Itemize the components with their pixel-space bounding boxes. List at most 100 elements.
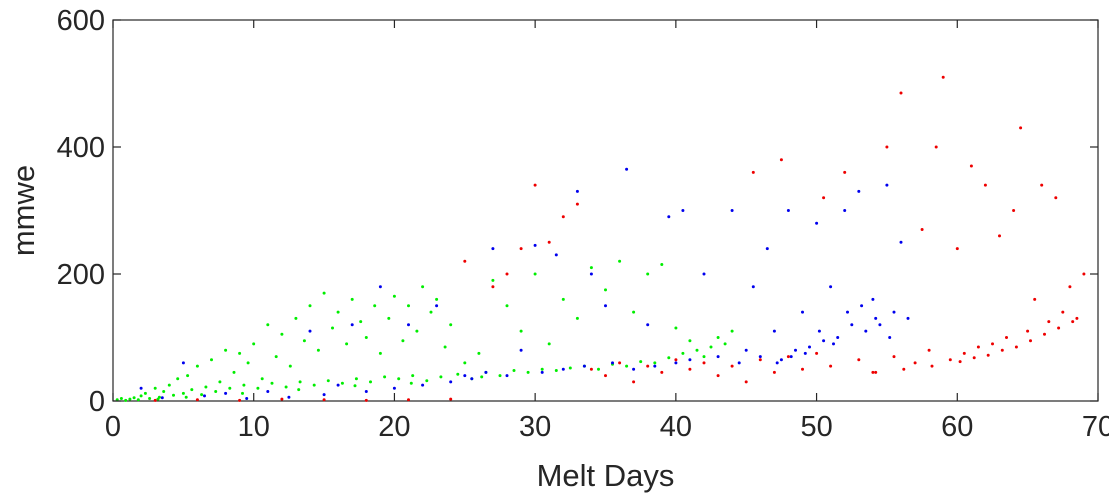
data-point-series-1 — [484, 370, 488, 374]
data-point-series-0 — [505, 304, 509, 308]
data-point-series-0 — [373, 304, 377, 308]
data-point-series-1 — [878, 323, 882, 327]
data-point-series-1 — [139, 386, 143, 390]
x-tick-label: 20 — [378, 411, 410, 443]
data-point-series-0 — [632, 310, 636, 314]
data-point-series-1 — [160, 396, 164, 400]
data-point-series-0 — [336, 310, 340, 314]
data-point-series-1 — [491, 247, 495, 251]
data-point-series-1 — [871, 297, 875, 301]
data-point-series-2 — [801, 367, 804, 371]
data-point-series-1 — [322, 393, 326, 397]
data-point-series-0 — [401, 339, 405, 343]
x-tick-label: 60 — [941, 411, 973, 443]
data-point-series-2 — [364, 398, 368, 402]
data-point-series-1 — [554, 253, 558, 257]
data-point-series-0 — [312, 383, 316, 387]
data-point-series-0 — [238, 351, 242, 355]
x-axis-title: Melt Days — [537, 458, 675, 493]
x-tick-label: 70 — [1082, 411, 1109, 443]
data-point-series-0 — [392, 294, 396, 298]
data-point-series-0 — [653, 361, 657, 365]
data-point-series-1 — [632, 367, 636, 371]
x-tick-label: 40 — [660, 411, 692, 443]
data-point-series-1 — [224, 391, 228, 395]
data-point-series-2 — [1005, 336, 1008, 339]
data-point-series-0 — [407, 304, 410, 308]
data-point-series-1 — [575, 189, 579, 193]
data-point-series-2 — [491, 285, 495, 289]
data-point-series-0 — [575, 316, 579, 320]
data-point-series-1 — [803, 351, 807, 355]
data-point-series-2 — [561, 215, 565, 219]
data-point-series-2 — [604, 374, 607, 378]
data-point-series-1 — [815, 221, 819, 225]
data-point-series-1 — [449, 380, 453, 384]
data-point-series-0 — [210, 358, 213, 362]
data-point-series-0 — [639, 360, 643, 364]
data-point-series-2 — [758, 358, 762, 362]
data-point-series-2 — [195, 398, 199, 402]
y-axis-title: mmwe — [6, 165, 41, 256]
data-point-series-1 — [892, 310, 896, 314]
data-point-series-0 — [561, 297, 565, 301]
data-point-series-0 — [218, 380, 222, 384]
data-point-series-1 — [850, 323, 854, 327]
data-point-series-0 — [195, 364, 199, 368]
x-tick-label: 50 — [800, 411, 832, 443]
data-point-series-2 — [1075, 316, 1079, 320]
data-point-series-1 — [421, 383, 425, 387]
data-point-series-0 — [519, 329, 523, 333]
data-point-series-0 — [526, 370, 530, 374]
data-point-series-0 — [674, 326, 678, 330]
data-point-series-0 — [274, 355, 278, 359]
data-point-series-2 — [941, 75, 945, 79]
data-point-series-2 — [829, 364, 833, 368]
data-point-series-0 — [331, 326, 334, 330]
data-point-series-2 — [632, 380, 636, 384]
data-point-series-0 — [443, 345, 447, 349]
x-tick-label: 30 — [519, 411, 551, 443]
data-point-series-1 — [765, 247, 769, 251]
data-point-series-0 — [280, 332, 284, 336]
data-point-series-0 — [260, 377, 264, 381]
data-point-series-2 — [958, 360, 962, 364]
plot-area — [112, 19, 1099, 402]
data-point-series-0 — [214, 390, 218, 393]
data-point-series-1 — [832, 342, 835, 346]
data-point-series-1 — [392, 386, 396, 390]
data-point-series-0 — [184, 395, 188, 399]
data-point-series-0 — [256, 386, 260, 390]
data-point-series-0 — [589, 266, 593, 270]
data-point-series-0 — [554, 369, 558, 372]
data-point-series-0 — [322, 291, 326, 295]
data-point-series-0 — [512, 369, 516, 372]
data-point-series-1 — [744, 348, 748, 352]
data-point-series-1 — [751, 285, 755, 289]
data-points — [115, 75, 1086, 402]
data-point-series-2 — [1033, 297, 1037, 301]
data-point-series-2 — [618, 361, 622, 365]
data-point-series-0 — [228, 386, 232, 390]
data-point-series-0 — [132, 396, 136, 400]
data-point-series-0 — [308, 304, 312, 308]
data-point-series-1 — [646, 323, 650, 327]
data-point-series-2 — [716, 374, 720, 378]
data-point-series-1 — [561, 367, 565, 371]
data-point-series-0 — [618, 259, 622, 263]
data-point-series-1 — [888, 336, 892, 339]
data-point-series-2 — [779, 158, 783, 162]
data-point-series-2 — [660, 370, 664, 374]
data-point-series-2 — [892, 355, 896, 359]
data-point-series-0 — [435, 297, 439, 301]
data-point-series-2 — [646, 364, 650, 368]
data-point-series-2 — [815, 351, 819, 355]
data-point-series-1 — [470, 377, 474, 381]
data-point-series-1 — [885, 183, 889, 187]
data-point-series-0 — [681, 351, 685, 355]
data-point-series-1 — [789, 355, 793, 359]
data-point-series-2 — [519, 247, 523, 251]
data-point-series-0 — [421, 285, 425, 289]
data-point-series-2 — [547, 240, 551, 244]
